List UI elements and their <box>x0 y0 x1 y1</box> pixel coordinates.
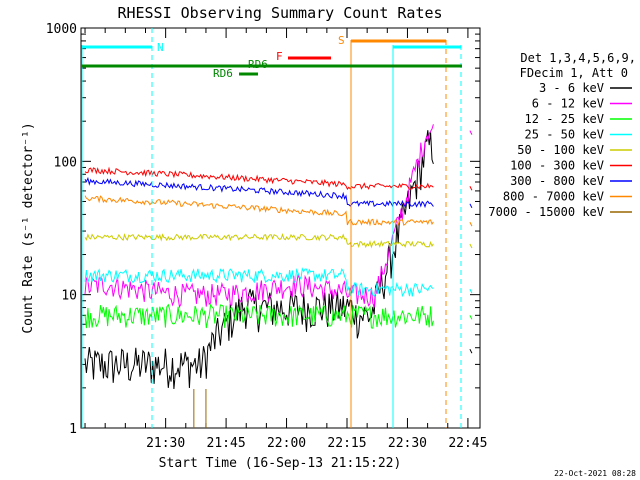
plot-frame <box>80 27 481 429</box>
series-line <box>84 232 434 249</box>
flag-label: F <box>276 50 283 63</box>
x-tick-label: 22:15 <box>327 436 366 451</box>
x-tick-label: 22:45 <box>448 436 487 451</box>
legend-label: 7000 - 15000 keV <box>488 205 604 219</box>
y-tick-label: 1 <box>69 422 77 437</box>
legend-label: 50 - 100 keV <box>517 143 604 157</box>
legend-label: 25 - 50 keV <box>525 128 604 142</box>
y-tick-label: 1000 <box>46 22 77 37</box>
chart-title: RHESSI Observing Summary Count Rates <box>117 4 442 22</box>
legend: Det 1,3,4,5,6,9, FDecim 1, Att 0 3 - 6 k… <box>488 51 636 219</box>
series-fragment <box>469 348 473 354</box>
legend-label: 6 - 12 keV <box>532 97 604 111</box>
y-tick-label: 100 <box>54 155 77 170</box>
legend-label: 3 - 6 keV <box>539 81 604 95</box>
legend-header-line-1: Det 1,3,4,5,6,9, <box>520 51 636 65</box>
series-line <box>84 166 434 191</box>
y-axis-label: Count Rate (s⁻¹ detector⁻¹) <box>21 122 36 333</box>
series-line <box>84 267 434 298</box>
legend-label: 100 - 300 keV <box>510 159 604 173</box>
y-tick-label: 10 <box>61 289 77 304</box>
series-line <box>84 176 434 209</box>
legend-label: 12 - 25 keV <box>525 112 604 126</box>
annotations: N RD6 RD6 F S <box>81 28 462 428</box>
series-line <box>84 130 434 390</box>
series-line <box>84 195 434 227</box>
x-tick-label: 21:45 <box>207 436 246 451</box>
x-tick-label: 22:00 <box>267 436 306 451</box>
x-tick-label: 21:30 <box>146 436 185 451</box>
series-fragment <box>469 130 473 135</box>
legend-label: 300 - 800 keV <box>510 174 604 188</box>
footer-timestamp: 22-Oct-2021 08:28 <box>554 469 636 478</box>
x-axis-label: Start Time (16-Sep-13 21:15:22) <box>159 456 402 471</box>
series-line <box>84 124 434 309</box>
series-fragment <box>469 221 473 227</box>
legend-label: 800 - 7000 keV <box>503 190 604 204</box>
series-fragment <box>469 203 473 209</box>
flag-label: S <box>338 34 345 47</box>
y-axis: 1000 100 10 1 <box>46 22 480 437</box>
x-tick-label: 22:30 <box>388 436 427 451</box>
x-axis: 21:30 21:45 22:00 22:15 22:30 22:45 <box>84 28 487 451</box>
series-fragment <box>469 288 473 294</box>
series-group <box>84 124 473 428</box>
flag-label: N <box>157 41 164 54</box>
flag-label: RD6 <box>248 58 268 71</box>
series-fragment <box>469 315 473 320</box>
series-fragment <box>469 243 473 249</box>
series-fragment <box>469 186 473 191</box>
series-line <box>84 303 434 329</box>
legend-header-line-2: FDecim 1, Att 0 <box>520 66 628 80</box>
flag-label: RD6 <box>213 67 233 80</box>
